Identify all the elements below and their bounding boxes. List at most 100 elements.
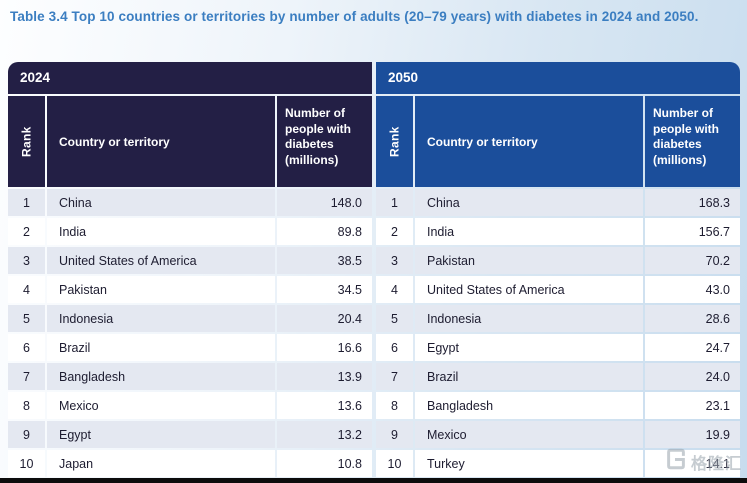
country-cell: Mexico [47, 392, 275, 419]
gelonghui-logo-icon [664, 447, 688, 476]
rank-cell: 4 [376, 276, 413, 303]
country-cell: India [415, 218, 643, 245]
table-row: 2 India 156.7 [376, 218, 740, 245]
table-row: 8 Bangladesh 23.1 [376, 392, 740, 419]
value-cell: 28.6 [645, 305, 740, 332]
page-title: Table 3.4 Top 10 countries or territorie… [10, 9, 699, 24]
table-body-2024: 1 China 148.0 2 India 89.8 3 United States of A… [8, 187, 372, 477]
watermark-text: 格隆汇 [690, 455, 742, 473]
table-row: 4 United States of America 43.0 [376, 276, 740, 303]
value-cell: 23.1 [645, 392, 740, 419]
country-cell: Turkey [415, 450, 643, 477]
diabetes-table-2024: 2024 Rank Country or territory Number of… [8, 62, 372, 477]
country-cell: India [47, 218, 275, 245]
rank-cell: 6 [8, 334, 45, 361]
value-cell: 16.6 [277, 334, 372, 361]
country-cell: United States of America [415, 276, 643, 303]
rank-cell: 7 [376, 363, 413, 390]
value-cell: 13.6 [277, 392, 372, 419]
country-column-header: Country or territory [47, 96, 275, 187]
rank-column-header: Rank [8, 96, 45, 187]
value-cell: 43.0 [645, 276, 740, 303]
country-cell: Brazil [415, 363, 643, 390]
rank-cell: 4 [8, 276, 45, 303]
country-column-header: Country or territory [415, 96, 643, 187]
value-cell: 14.1 [645, 450, 740, 477]
country-cell: United States of America [47, 247, 275, 274]
country-cell: Japan [47, 450, 275, 477]
country-cell: Egypt [47, 421, 275, 448]
country-cell: Pakistan [415, 247, 643, 274]
table-row: 5 Indonesia 28.6 [376, 305, 740, 332]
rank-column-header: Rank [376, 96, 413, 187]
table-row: 6 Egypt 24.7 [376, 334, 740, 361]
value-cell: 24.7 [645, 334, 740, 361]
country-cell: Indonesia [415, 305, 643, 332]
table-row: 9 Egypt 13.2 [8, 421, 372, 448]
country-cell: Indonesia [47, 305, 275, 332]
table-row: 2 India 89.8 [8, 218, 372, 245]
column-headers-2024: Rank Country or territory Number of peop… [8, 96, 372, 187]
country-cell: China [47, 189, 275, 216]
rank-cell: 10 [376, 450, 413, 477]
year-header-2024: 2024 [8, 62, 372, 94]
rank-cell: 6 [376, 334, 413, 361]
rank-cell: 3 [376, 247, 413, 274]
rank-cell: 5 [376, 305, 413, 332]
rank-cell: 5 [8, 305, 45, 332]
diabetes-table-2050: 2050 Rank Country or territory Number of… [376, 62, 740, 477]
table-row: 8 Mexico 13.6 [8, 392, 372, 419]
rank-cell: 8 [8, 392, 45, 419]
table-row: 7 Bangladesh 13.9 [8, 363, 372, 390]
tables-container: 2024 Rank Country or territory Number of… [8, 62, 740, 477]
table-row: 9 Mexico 19.9 [376, 421, 740, 448]
table-row: 1 China 148.0 [8, 189, 372, 216]
table-body-2050: 1 China 168.3 2 India 156.7 3 Pakistan 70.2 4 Unit… [376, 187, 740, 477]
table-row: 5 Indonesia 20.4 [8, 305, 372, 332]
column-headers-2050: Rank Country or territory Number of peop… [376, 96, 740, 187]
country-cell: Bangladesh [47, 363, 275, 390]
rank-cell: 2 [376, 218, 413, 245]
value-cell: 89.8 [277, 218, 372, 245]
country-cell: China [415, 189, 643, 216]
year-header-2050: 2050 [376, 62, 740, 94]
value-cell: 24.0 [645, 363, 740, 390]
value-cell: 19.9 [645, 421, 740, 448]
country-cell: Egypt [415, 334, 643, 361]
value-cell: 156.7 [645, 218, 740, 245]
table-row: 1 China 168.3 [376, 189, 740, 216]
value-cell: 20.4 [277, 305, 372, 332]
value-cell: 13.2 [277, 421, 372, 448]
bottom-border-bar [0, 478, 747, 483]
rank-cell: 8 [376, 392, 413, 419]
table-row: 6 Brazil 16.6 [8, 334, 372, 361]
country-cell: Brazil [47, 334, 275, 361]
value-cell: 148.0 [277, 189, 372, 216]
watermark: 格隆汇 [664, 447, 742, 476]
value-column-header: Number of people with diabetes (millions… [645, 96, 740, 187]
table-row: 10 Turkey 14.1 [376, 450, 740, 477]
value-cell: 168.3 [645, 189, 740, 216]
table-row: 7 Brazil 24.0 [376, 363, 740, 390]
value-column-header: Number of people with diabetes (millions… [277, 96, 372, 187]
rank-cell: 2 [8, 218, 45, 245]
country-cell: Mexico [415, 421, 643, 448]
rank-cell: 3 [8, 247, 45, 274]
value-cell: 34.5 [277, 276, 372, 303]
country-cell: Pakistan [47, 276, 275, 303]
table-row: 4 Pakistan 34.5 [8, 276, 372, 303]
value-cell: 70.2 [645, 247, 740, 274]
table-row: 3 Pakistan 70.2 [376, 247, 740, 274]
rank-cell: 9 [376, 421, 413, 448]
rank-cell: 10 [8, 450, 45, 477]
value-cell: 13.9 [277, 363, 372, 390]
value-cell: 38.5 [277, 247, 372, 274]
rank-cell: 9 [8, 421, 45, 448]
country-cell: Bangladesh [415, 392, 643, 419]
rank-cell: 1 [376, 189, 413, 216]
table-row: 10 Japan 10.8 [8, 450, 372, 477]
rank-cell: 7 [8, 363, 45, 390]
table-row: 3 United States of America 38.5 [8, 247, 372, 274]
value-cell: 10.8 [277, 450, 372, 477]
rank-cell: 1 [8, 189, 45, 216]
